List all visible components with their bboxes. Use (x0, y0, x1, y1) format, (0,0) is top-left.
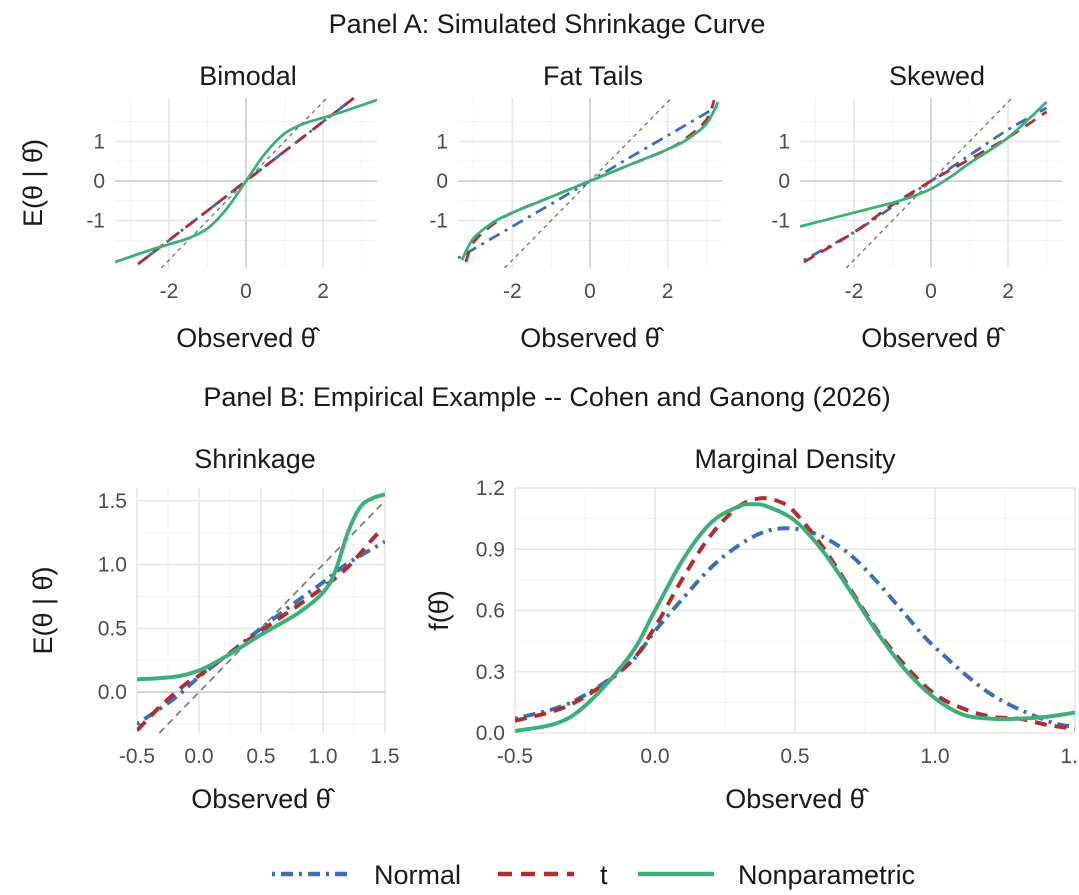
panel-b-title: Panel B: Empirical Example -- Cohen and … (203, 382, 890, 412)
y-tick-label: 1.2 (476, 477, 505, 500)
series-line-t (515, 496, 1075, 731)
x-tick-label: 2 (662, 280, 674, 303)
x-tick-label: 0 (240, 280, 252, 303)
legend-label-normal: Normal (374, 860, 461, 890)
chart-title: Shrinkage (194, 444, 316, 474)
y-tick-label: -1 (86, 210, 105, 233)
y-tick-label: 0.6 (476, 600, 505, 623)
x-tick-label: 1.5 (370, 745, 399, 768)
x-axis-label: Observed θ̂ (191, 784, 336, 814)
y-axis-label: f(θ̂) (424, 590, 454, 631)
x-tick-label: 0.5 (246, 745, 275, 768)
x-tick-label: 1.0 (920, 745, 949, 768)
x-tick-label: 0 (584, 280, 596, 303)
chart-marginal-density: -0.50.00.51.01.50.00.30.60.91.2Marginal … (424, 444, 1079, 814)
panel-a-title: Panel A: Simulated Shrinkage Curve (329, 9, 766, 39)
y-tick-label: 0 (93, 170, 105, 193)
x-tick-label: -0.5 (119, 745, 155, 768)
reference-line (158, 500, 385, 734)
chart-shrinkage: -0.5 0.0 0.5 1.0 1.5 0.0 0.5 1.0 1.5 Shrinkage Obs… (28, 444, 400, 814)
y-tick-label: 1 (778, 130, 790, 153)
x-tick-label: 2 (317, 280, 329, 303)
y-tick-label: 1 (93, 130, 105, 153)
series-line-t (464, 99, 716, 263)
x-axis-label: Observed θ̂ (861, 323, 1006, 353)
y-tick-label: 0 (436, 170, 448, 193)
chart-bimodal: -2 0 2 -1 0 1 Bimodal Observed θ̂ E(θ | θ̂) (18, 61, 377, 353)
x-tick-label: 0 (925, 280, 937, 303)
x-tick-label: 1.0 (308, 745, 337, 768)
y-tick-label: 1.0 (98, 554, 127, 577)
chart-title: Bimodal (199, 61, 297, 91)
legend-label-t: t (600, 860, 608, 890)
chart-title: Fat Tails (543, 61, 643, 91)
y-tick-label: 1.5 (98, 490, 127, 513)
chart-title: Skewed (889, 61, 985, 91)
series-line-t (803, 110, 1048, 264)
y-axis-label: E(θ | θ̂) (18, 139, 48, 227)
x-axis-label: Observed θ̂ (176, 323, 321, 353)
x-tick-label: -2 (160, 280, 179, 303)
legend-label-nonparametric: Nonparametric (738, 860, 915, 890)
series-line-nonparametric (460, 101, 720, 261)
x-axis-label: Observed θ̂ (725, 784, 870, 814)
x-tick-label: 0.5 (780, 745, 809, 768)
y-tick-label: 0.9 (476, 538, 505, 561)
chart-skewed: -2 0 2 -1 0 1 Skewed Observed θ̂ (771, 61, 1062, 353)
x-tick-label: 2 (1002, 280, 1014, 303)
series-line-t (137, 531, 381, 732)
y-tick-label: -1 (771, 210, 790, 233)
y-tick-label: 1 (436, 130, 448, 153)
x-axis-label: Observed θ̂ (520, 323, 665, 353)
series-line-nonparametric (800, 100, 1048, 228)
y-tick-label: 0.5 (98, 617, 127, 640)
series-line-nonparametric (137, 492, 385, 682)
chart-title: Marginal Density (694, 444, 896, 474)
y-tick-label: 0.0 (476, 722, 505, 745)
series-line-nonparametric (515, 502, 1075, 733)
y-tick-label: 0.3 (476, 661, 505, 684)
legend: Normal t Nonparametric (272, 860, 915, 890)
chart-fat-tails: -2 0 2 -1 0 1 Fat Tails Observed θ̂ (429, 61, 722, 353)
series-line-normal (137, 539, 385, 726)
y-axis-label: E(θ | θ̂) (28, 566, 58, 654)
x-tick-label: -2 (845, 280, 864, 303)
x-tick-label: 0.0 (184, 745, 213, 768)
x-tick-label: 1.5 (1060, 745, 1079, 768)
y-tick-label: 0.0 (98, 681, 127, 704)
x-tick-label: -2 (503, 280, 522, 303)
x-tick-label: -0.5 (497, 745, 533, 768)
x-tick-label: 0.0 (640, 745, 669, 768)
series-line-normal (515, 526, 1075, 729)
series-line-nonparametric (115, 98, 377, 264)
y-tick-label: 0 (778, 170, 790, 193)
y-tick-label: -1 (429, 210, 448, 233)
